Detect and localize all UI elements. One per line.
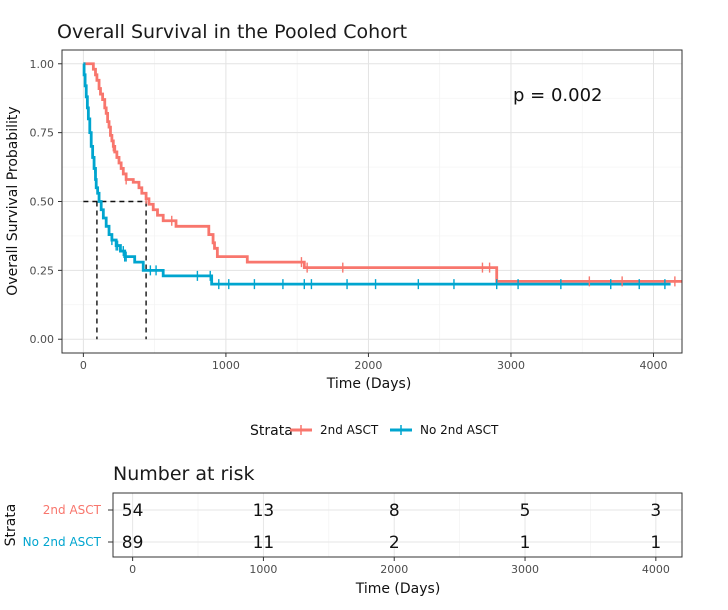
- y-tick-label: 0.75: [30, 127, 55, 140]
- risk-x-tick-label: 2000: [380, 563, 408, 576]
- risk-count: 3: [650, 501, 661, 521]
- y-tick-label: 0.25: [30, 264, 55, 277]
- risk-y-axis-title: Strata: [3, 504, 19, 547]
- survival-curve-2nd-asct: [83, 62, 682, 283]
- legend: Strata 2nd ASCT No 2nd ASCT: [250, 423, 499, 439]
- survival-curves: [82, 62, 682, 286]
- risk-count: 1: [650, 533, 661, 553]
- risk-x-axis-ticks: 0 1000 2000 3000 4000: [129, 557, 670, 576]
- risk-x-tick-label: 0: [129, 563, 136, 576]
- y-axis-title: Overall Survival Probability: [5, 106, 21, 295]
- risk-x-tick-label: 4000: [642, 563, 670, 576]
- survival-chart: Overall Survival in the Pooled Cohort 0.…: [5, 21, 683, 439]
- risk-count: 54: [122, 501, 144, 521]
- risk-x-tick-label: 1000: [249, 563, 277, 576]
- risk-count: 8: [389, 501, 400, 521]
- risk-count: 11: [253, 533, 275, 553]
- x-tick-label: 2000: [354, 359, 382, 372]
- risk-table: Number at risk 2nd ASCT 54 13 8 5 3 No 2nd ASC…: [3, 463, 683, 597]
- risk-x-tick-label: 3000: [511, 563, 539, 576]
- chart-title: Overall Survival in the Pooled Cohort: [57, 21, 407, 43]
- x-tick-label: 1000: [212, 359, 240, 372]
- median-lines: [83, 200, 147, 340]
- survival-curve-no-2nd-asct: [82, 62, 671, 286]
- p-value-annotation: p = 0.002: [513, 85, 602, 106]
- risk-count: 5: [520, 501, 531, 521]
- y-tick-label: 1.00: [30, 58, 55, 71]
- x-tick-label: 0: [80, 359, 87, 372]
- grid-lines: [62, 50, 682, 353]
- x-tick-label: 3000: [497, 359, 525, 372]
- risk-grid-lines: [113, 493, 682, 557]
- risk-strata-label: No 2nd ASCT: [23, 535, 102, 549]
- risk-count: 89: [122, 533, 144, 553]
- legend-label-no-2nd-asct: No 2nd ASCT: [420, 423, 499, 437]
- censor-marks: [94, 141, 676, 290]
- risk-rows: 2nd ASCT 54 13 8 5 3No 2nd ASCT 89 11 2 1 1: [23, 501, 662, 553]
- x-axis-title: Time (Days): [326, 376, 412, 392]
- x-tick-label: 4000: [639, 359, 667, 372]
- y-tick-label: 0.50: [30, 196, 55, 209]
- risk-table-title: Number at risk: [113, 463, 255, 485]
- y-tick-label: 0.00: [30, 333, 55, 346]
- risk-strata-label: 2nd ASCT: [43, 503, 102, 517]
- risk-count: 13: [253, 501, 275, 521]
- risk-x-axis-title: Time (Days): [355, 581, 441, 597]
- legend-label-2nd-asct: 2nd ASCT: [320, 423, 379, 437]
- risk-count: 2: [389, 533, 400, 553]
- y-axis-ticks: 0.00 0.25 0.50 0.75 1.00: [30, 58, 62, 346]
- risk-count: 1: [520, 533, 531, 553]
- legend-title: Strata: [250, 423, 293, 439]
- x-axis-ticks: 0 1000 2000 3000 4000: [80, 353, 667, 372]
